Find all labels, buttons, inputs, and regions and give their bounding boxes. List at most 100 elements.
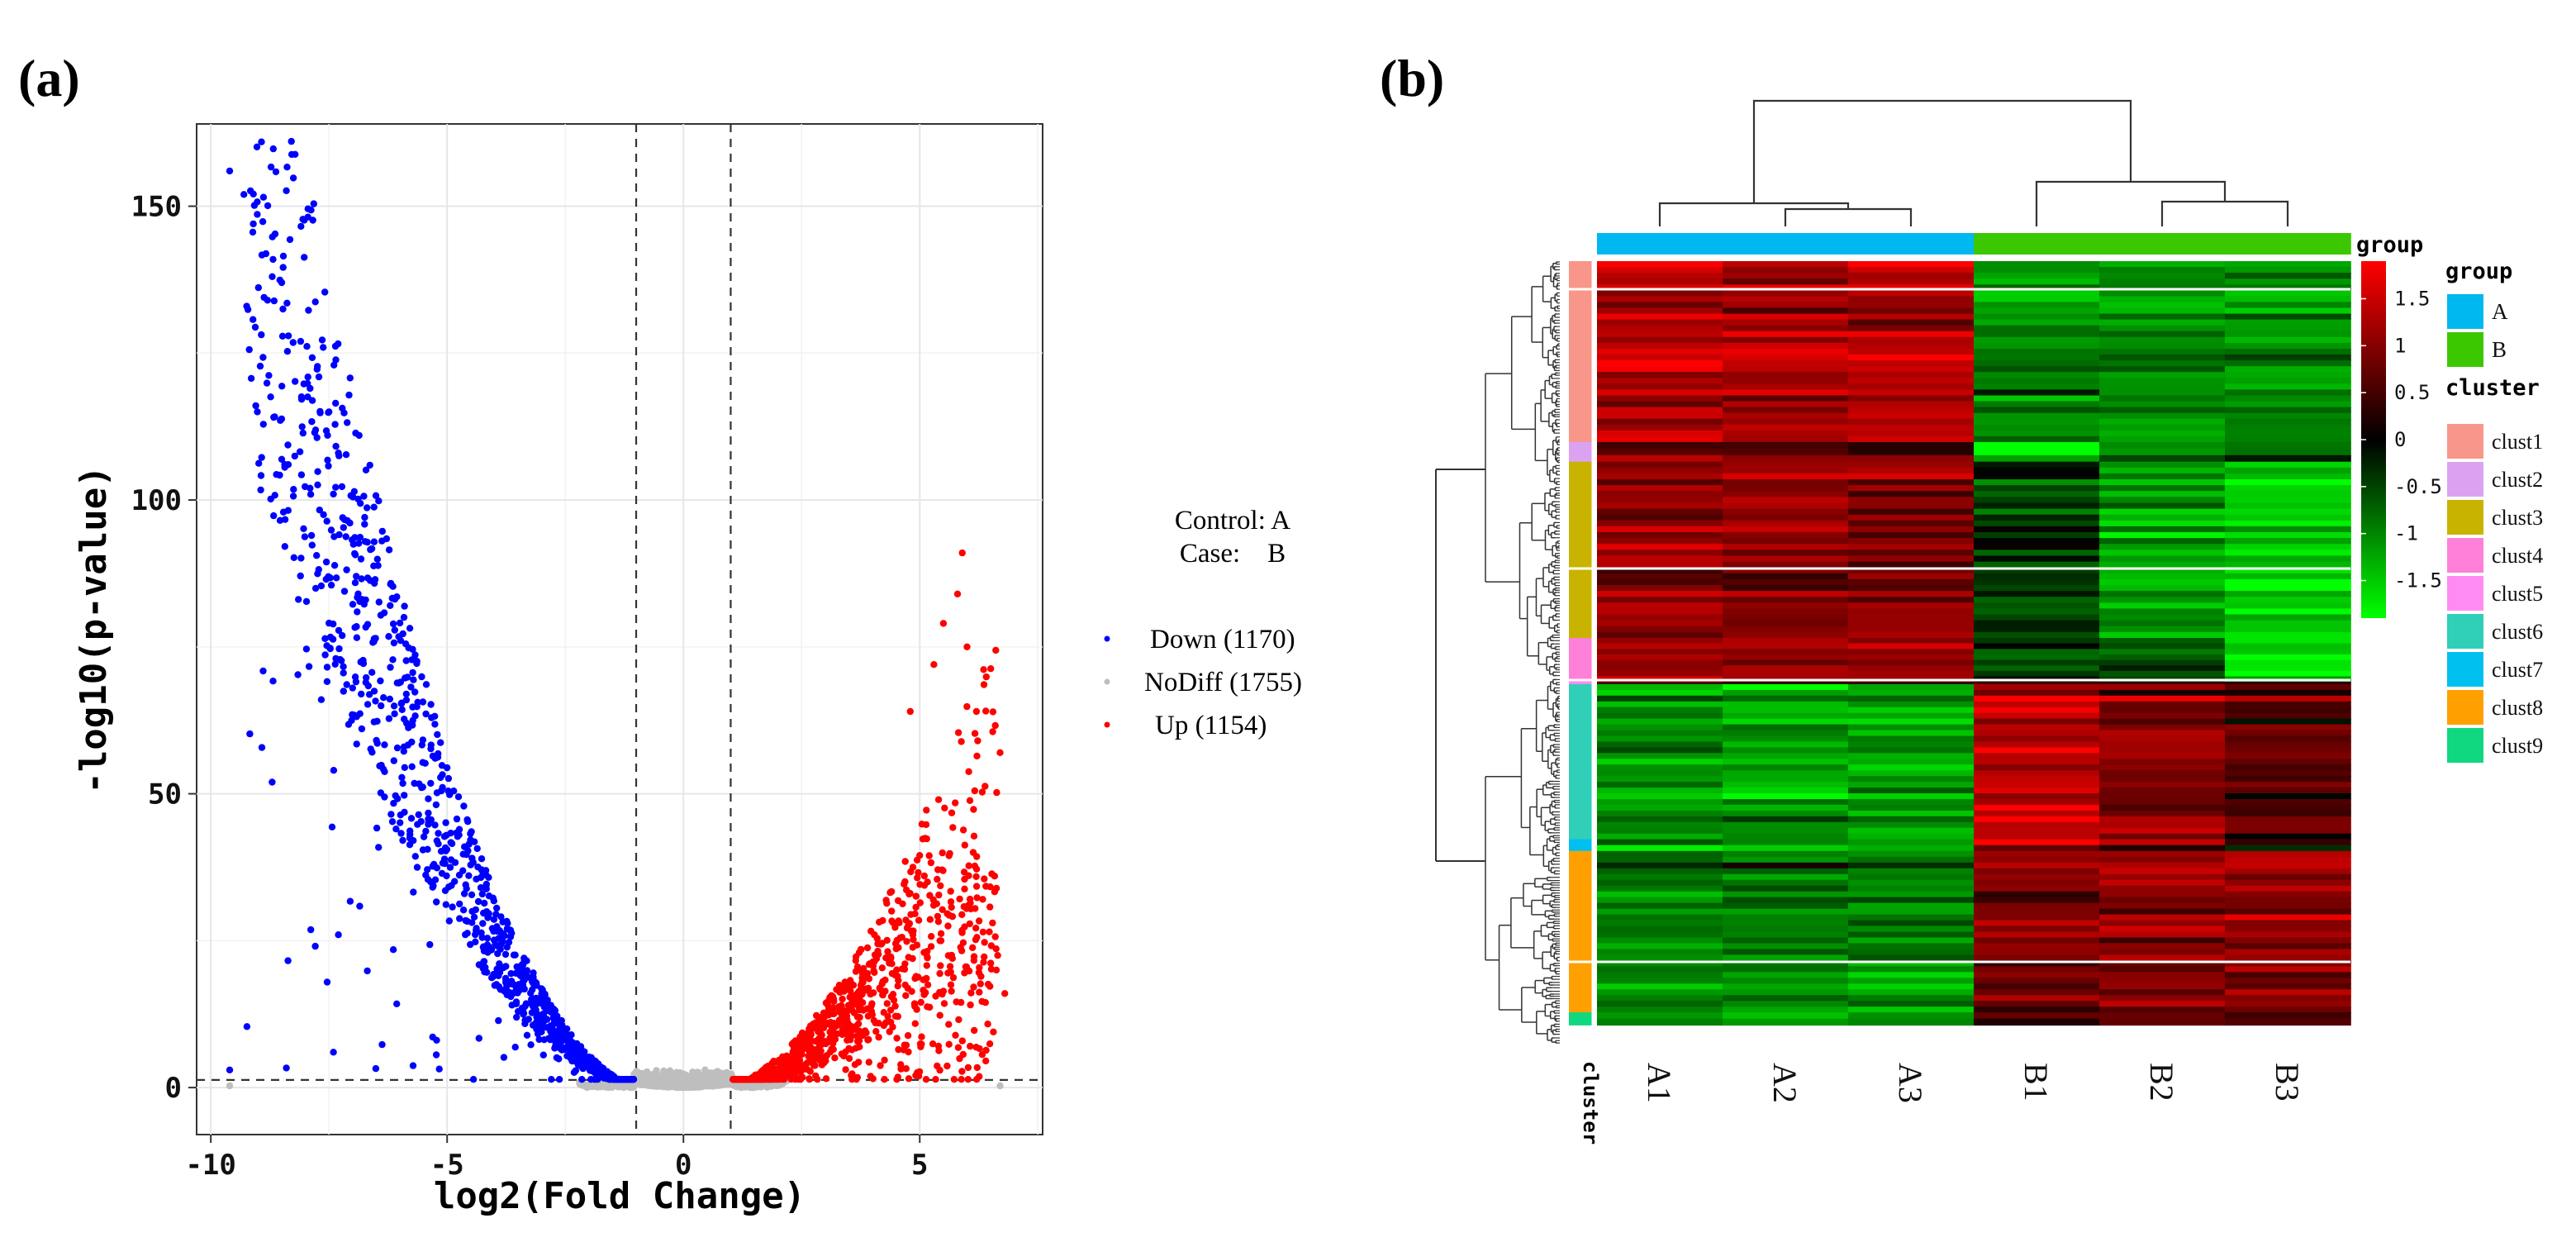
volcano-point (971, 1026, 978, 1035)
volcano-point (301, 254, 308, 261)
volcano-point (377, 677, 384, 685)
volcano-point (464, 847, 472, 854)
volcano-point (965, 862, 972, 869)
volcano-point (807, 1052, 815, 1059)
volcano-point (432, 801, 440, 809)
volcano-point (340, 524, 347, 531)
volcano-point (996, 1082, 1004, 1090)
dendrogram-branch (1784, 207, 1913, 226)
volcano-point (503, 944, 511, 951)
volcano-point (482, 908, 491, 916)
volcano-point (381, 768, 388, 775)
dendrogram-branch (1752, 99, 2132, 203)
volcano-point (790, 1039, 798, 1046)
volcano-point (245, 345, 253, 354)
volcano-point (853, 1013, 862, 1021)
volcano-point (389, 946, 397, 954)
volcano-point (252, 402, 259, 410)
volcano-point (994, 952, 1001, 959)
volcano-point (963, 702, 971, 711)
volcano-point (427, 779, 435, 788)
volcano-point (343, 681, 350, 688)
volcano-point (958, 549, 966, 557)
volcano-point (278, 455, 286, 463)
volcano-point (961, 885, 968, 893)
volcano-point (503, 991, 511, 999)
volcano-point (480, 958, 487, 965)
volcano-point (944, 922, 952, 930)
volcano-point (329, 635, 337, 643)
volcano-point (495, 1016, 502, 1025)
volcano-point (272, 168, 280, 176)
volcano-point (529, 1021, 537, 1029)
volcano-point (370, 688, 378, 695)
volcano-point (371, 576, 379, 583)
volcano-point (932, 992, 939, 1000)
volcano-point (646, 1077, 654, 1084)
volcano-point (836, 1008, 844, 1016)
volcano-point (880, 1009, 888, 1016)
volcano-point (493, 904, 501, 912)
volcano-point (848, 1072, 855, 1079)
volcano-point (470, 913, 478, 921)
volcano-point (971, 730, 979, 737)
volcano-point (843, 1012, 851, 1020)
volcano-point (971, 787, 979, 795)
volcano-point (604, 1075, 611, 1083)
volcano-point (822, 1040, 829, 1048)
volcano-point (468, 828, 475, 835)
volcano-point (954, 729, 962, 736)
volcano-point (806, 1075, 813, 1083)
volcano-point (283, 187, 290, 194)
volcano-point (468, 919, 476, 926)
volcano-point (964, 902, 972, 910)
volcano-point (267, 163, 275, 171)
volcano-point (372, 1064, 380, 1073)
volcano-point (459, 867, 467, 874)
volcano-point (330, 490, 337, 498)
volcano-point (358, 690, 365, 698)
volcano-point (653, 1080, 660, 1087)
volcano-point (844, 1020, 852, 1027)
volcano-point (987, 665, 995, 673)
volcano-point (249, 228, 257, 236)
volcano-point (513, 1013, 520, 1021)
volcano-point (699, 1083, 706, 1090)
volcano-point (389, 583, 397, 590)
volcano-point (527, 1041, 535, 1049)
volcano-point (921, 835, 929, 842)
volcano-point (981, 953, 988, 961)
volcano-point (269, 273, 276, 280)
volcano-point (927, 943, 935, 950)
volcano-point (375, 844, 383, 851)
volcano-point (894, 983, 901, 990)
volcano-point (969, 944, 977, 952)
volcano-point (917, 1043, 924, 1051)
volcano-point (869, 1075, 877, 1083)
volcano-point (338, 483, 346, 491)
volcano-point (961, 841, 969, 849)
volcano-point (958, 1037, 967, 1045)
volcano-point (829, 1036, 836, 1045)
volcano-point (331, 421, 339, 428)
volcano-point (791, 1076, 799, 1083)
volcano-point (368, 749, 376, 756)
volcano-point (980, 959, 987, 966)
volcano-point (982, 1057, 990, 1065)
volcano-point (251, 323, 259, 331)
volcano-point (290, 486, 297, 493)
volcano-point (411, 712, 419, 720)
volcano-point (387, 811, 395, 818)
volcano-point (937, 937, 945, 945)
volcano-point (920, 949, 928, 956)
volcano-point (397, 700, 406, 707)
volcano-point (573, 1058, 581, 1065)
volcano-point (871, 931, 878, 939)
volcano-point (591, 1057, 598, 1064)
volcano-point (258, 138, 265, 145)
x-tick-label: 5 (911, 1149, 928, 1182)
volcano-point (410, 676, 417, 683)
volcano-point (298, 423, 306, 431)
volcano-point (825, 1021, 833, 1028)
volcano-point (977, 973, 985, 980)
